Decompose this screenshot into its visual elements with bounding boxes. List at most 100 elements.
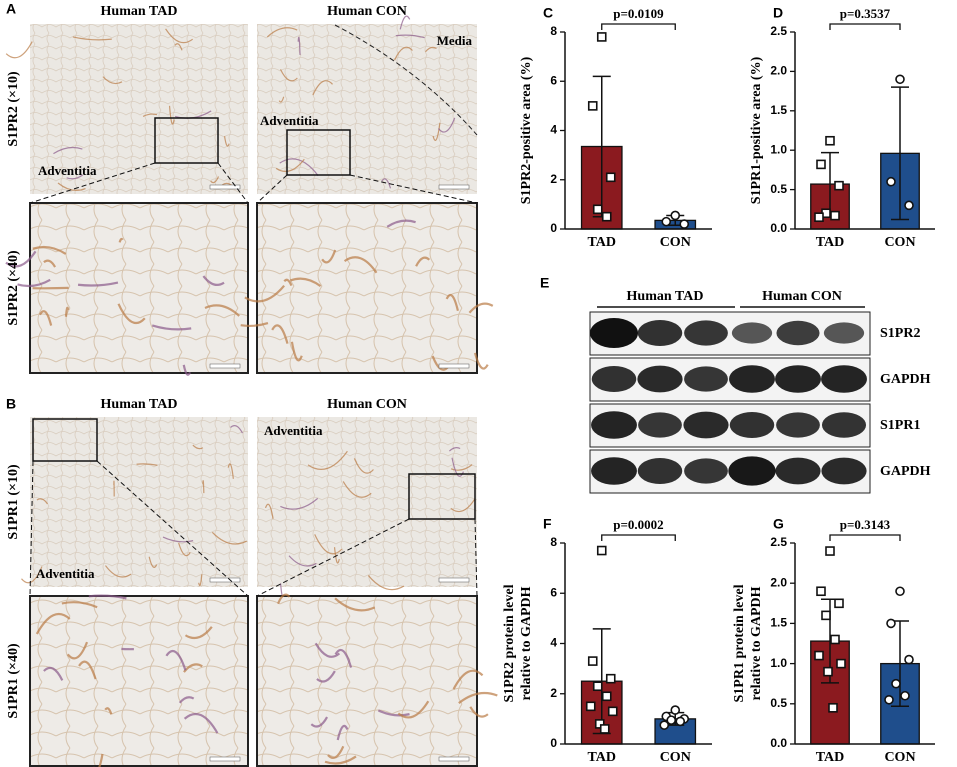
data-point bbox=[836, 658, 846, 669]
tissue-fiber bbox=[314, 534, 343, 555]
blot-band bbox=[821, 365, 867, 393]
tissue-fiber bbox=[397, 700, 430, 719]
data-point bbox=[884, 694, 894, 705]
tissue-fiber bbox=[277, 593, 291, 605]
tissue-fiber bbox=[93, 753, 104, 767]
data-point bbox=[834, 598, 844, 609]
tissue-fiber bbox=[17, 278, 51, 288]
tissue-fiber bbox=[278, 96, 285, 103]
row-title: S1PR1 (×10) bbox=[6, 464, 21, 540]
tissue-fiber bbox=[334, 597, 376, 612]
tissue-fiber bbox=[227, 463, 234, 479]
blot-band bbox=[684, 366, 728, 392]
tissue-fiber bbox=[271, 324, 289, 344]
data-point bbox=[814, 650, 824, 661]
panel-letter: B bbox=[6, 396, 16, 412]
y-tick-label: 1.5 bbox=[770, 103, 787, 117]
tissue-fiber bbox=[290, 341, 303, 362]
significance-bracket bbox=[829, 534, 901, 541]
tissue-fiber bbox=[211, 531, 247, 545]
blot-band bbox=[684, 458, 728, 484]
zoom-line bbox=[256, 174, 288, 204]
blot-band bbox=[637, 365, 683, 393]
column-title: Human CON bbox=[327, 397, 407, 412]
scale-bar bbox=[209, 756, 241, 762]
tissue-fiber bbox=[102, 76, 123, 85]
blot-band bbox=[638, 412, 682, 438]
annotation: Media bbox=[437, 33, 473, 48]
tissue-fiber bbox=[275, 158, 305, 172]
tissue-fiber bbox=[367, 575, 405, 591]
blot-band bbox=[776, 320, 820, 346]
data-point bbox=[886, 618, 896, 629]
tissue-fiber bbox=[202, 275, 225, 286]
tissue-fiber bbox=[450, 498, 476, 513]
data-point bbox=[661, 216, 672, 227]
zoom-line bbox=[96, 460, 249, 597]
tissue-fiber bbox=[415, 256, 431, 267]
blot-band bbox=[637, 458, 683, 484]
tissue-fiber bbox=[314, 642, 341, 658]
tissue-fiber bbox=[473, 352, 489, 370]
blot-band bbox=[821, 412, 867, 438]
tissue-fiber bbox=[43, 666, 64, 681]
tissue-fiber bbox=[244, 284, 285, 303]
scale-bar bbox=[438, 577, 470, 583]
x-tick-label: CON bbox=[660, 235, 691, 250]
scale-bar bbox=[438, 184, 470, 190]
data-point bbox=[675, 716, 686, 727]
y-tick-label: 0.0 bbox=[770, 221, 787, 235]
micrograph bbox=[257, 24, 477, 194]
y-tick-label: 0.0 bbox=[770, 736, 787, 750]
significance-bracket bbox=[829, 23, 901, 30]
p-value: p=0.0109 bbox=[613, 6, 664, 21]
tissue-fiber bbox=[393, 46, 413, 61]
x-tick-label: CON bbox=[660, 750, 691, 765]
row-title: S1PR2 (×10) bbox=[6, 71, 21, 147]
blot-label: GAPDH bbox=[880, 372, 931, 387]
tissue-fiber bbox=[321, 249, 337, 264]
tissue-fiber bbox=[343, 256, 378, 274]
tissue-fiber bbox=[77, 281, 119, 287]
tissue-fiber bbox=[184, 626, 213, 640]
zoom-box bbox=[32, 418, 98, 462]
panel-letter: D bbox=[773, 5, 783, 21]
tissue-fiber bbox=[64, 306, 70, 317]
annotation: Adventitia bbox=[38, 163, 97, 178]
significance-bracket bbox=[601, 534, 676, 541]
data-point bbox=[904, 200, 914, 211]
micrograph bbox=[30, 24, 248, 194]
tissue-fiber bbox=[168, 105, 175, 125]
tissue-fiber bbox=[432, 122, 441, 141]
annotation: Adventitia bbox=[36, 566, 95, 581]
tissue-fiber bbox=[78, 660, 97, 680]
significance-bracket bbox=[601, 23, 676, 30]
data-point bbox=[592, 204, 603, 215]
column-title: Human CON bbox=[327, 4, 407, 19]
tissue-fiber bbox=[288, 555, 317, 567]
data-point bbox=[587, 101, 598, 111]
blot-band bbox=[591, 411, 637, 439]
tissue-fiber bbox=[5, 250, 37, 268]
y-axis-label: relative to GAPDH bbox=[519, 586, 534, 700]
blot-band bbox=[775, 365, 821, 393]
annotation: Adventitia bbox=[264, 423, 323, 438]
group-label: Human TAD bbox=[627, 289, 704, 304]
tissue-fiber bbox=[148, 556, 158, 568]
y-tick-label: 1.0 bbox=[770, 142, 787, 156]
zoom-line bbox=[474, 518, 478, 597]
micrograph bbox=[256, 595, 478, 767]
tissue-fiber bbox=[43, 259, 57, 268]
tissue-fiber bbox=[5, 41, 33, 59]
tissue-fiber bbox=[198, 574, 203, 587]
panel-letter: G bbox=[773, 516, 784, 532]
blot-label: S1PR2 bbox=[880, 326, 920, 341]
media-border bbox=[334, 24, 478, 136]
tissue-fiber bbox=[38, 310, 53, 326]
tissue-fiber bbox=[283, 278, 293, 287]
tissue-fiber bbox=[36, 498, 48, 505]
tissue-fiber bbox=[35, 612, 71, 635]
p-value: p=0.3537 bbox=[840, 6, 891, 21]
y-tick-label: 8 bbox=[550, 535, 557, 549]
